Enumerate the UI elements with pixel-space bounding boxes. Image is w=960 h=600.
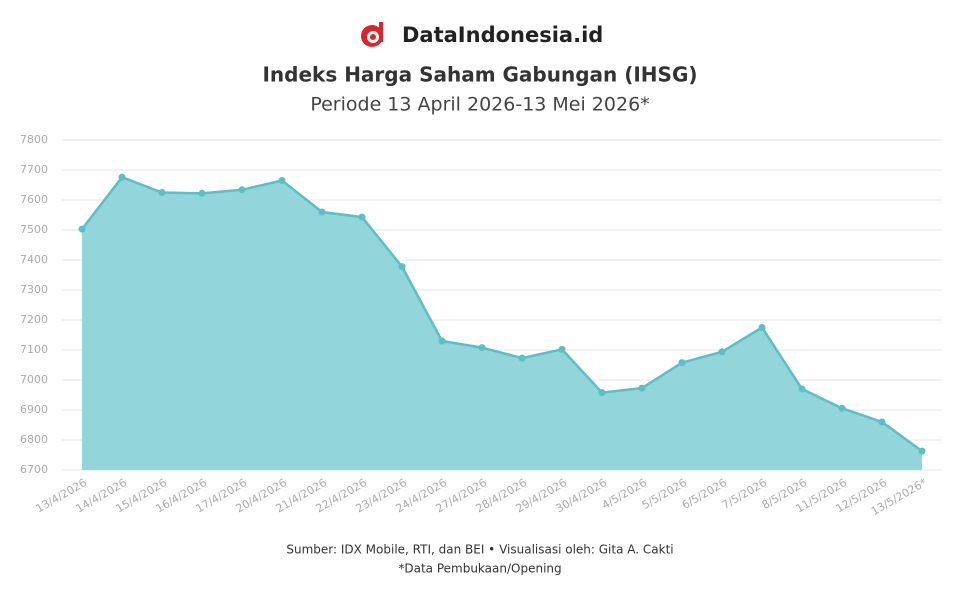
y-tick-label: 7000 xyxy=(20,373,48,386)
marker xyxy=(318,208,326,216)
marker xyxy=(678,359,686,367)
marker xyxy=(598,389,606,397)
chart-subtitle: Periode 13 April 2026-13 Mei 2026* xyxy=(310,94,649,116)
marker xyxy=(238,186,246,194)
y-tick-label: 7300 xyxy=(20,283,48,296)
marker xyxy=(838,404,846,412)
area xyxy=(82,177,922,470)
marker xyxy=(478,344,486,352)
x-tick-label: 4/5/2026 xyxy=(600,476,649,512)
marker xyxy=(558,345,566,353)
y-tick-label: 6900 xyxy=(20,403,48,416)
x-tick-label: 5/5/2026 xyxy=(640,476,689,512)
y-tick-label: 7500 xyxy=(20,223,48,236)
marker xyxy=(798,385,806,393)
y-tick-label: 7600 xyxy=(20,193,48,206)
marker xyxy=(758,324,766,331)
x-tick-label: 7/5/2026 xyxy=(720,476,769,512)
y-tick-label: 7800 xyxy=(20,133,48,146)
marker xyxy=(198,189,206,197)
marker xyxy=(878,418,886,426)
marker xyxy=(158,189,166,196)
brand: DataIndonesia.id xyxy=(402,23,603,47)
marker xyxy=(398,263,406,271)
y-tick-label: 7700 xyxy=(20,163,48,176)
marker xyxy=(718,348,726,356)
source: Sumber: IDX Mobile, RTI, dan BEI • Visua… xyxy=(286,543,673,557)
marker xyxy=(518,354,526,362)
marker xyxy=(278,177,286,184)
y-tick-label: 6800 xyxy=(20,433,48,446)
y-tick-label: 7200 xyxy=(20,313,48,326)
marker xyxy=(438,337,446,345)
marker xyxy=(638,384,646,392)
y-tick-label: 6700 xyxy=(20,463,48,476)
marker xyxy=(118,173,126,181)
y-tick-label: 7400 xyxy=(20,253,48,266)
chart-title: Indeks Harga Saham Gabungan (IHSG) xyxy=(262,63,697,87)
x-tick-label: 6/5/2026 xyxy=(680,476,729,512)
marker xyxy=(358,213,366,221)
y-tick-label: 7100 xyxy=(20,343,48,356)
note: *Data Pembukaan/Opening xyxy=(398,562,561,576)
marker xyxy=(918,447,926,455)
marker xyxy=(78,225,86,233)
line xyxy=(81,175,923,453)
logo-icon xyxy=(361,22,383,47)
